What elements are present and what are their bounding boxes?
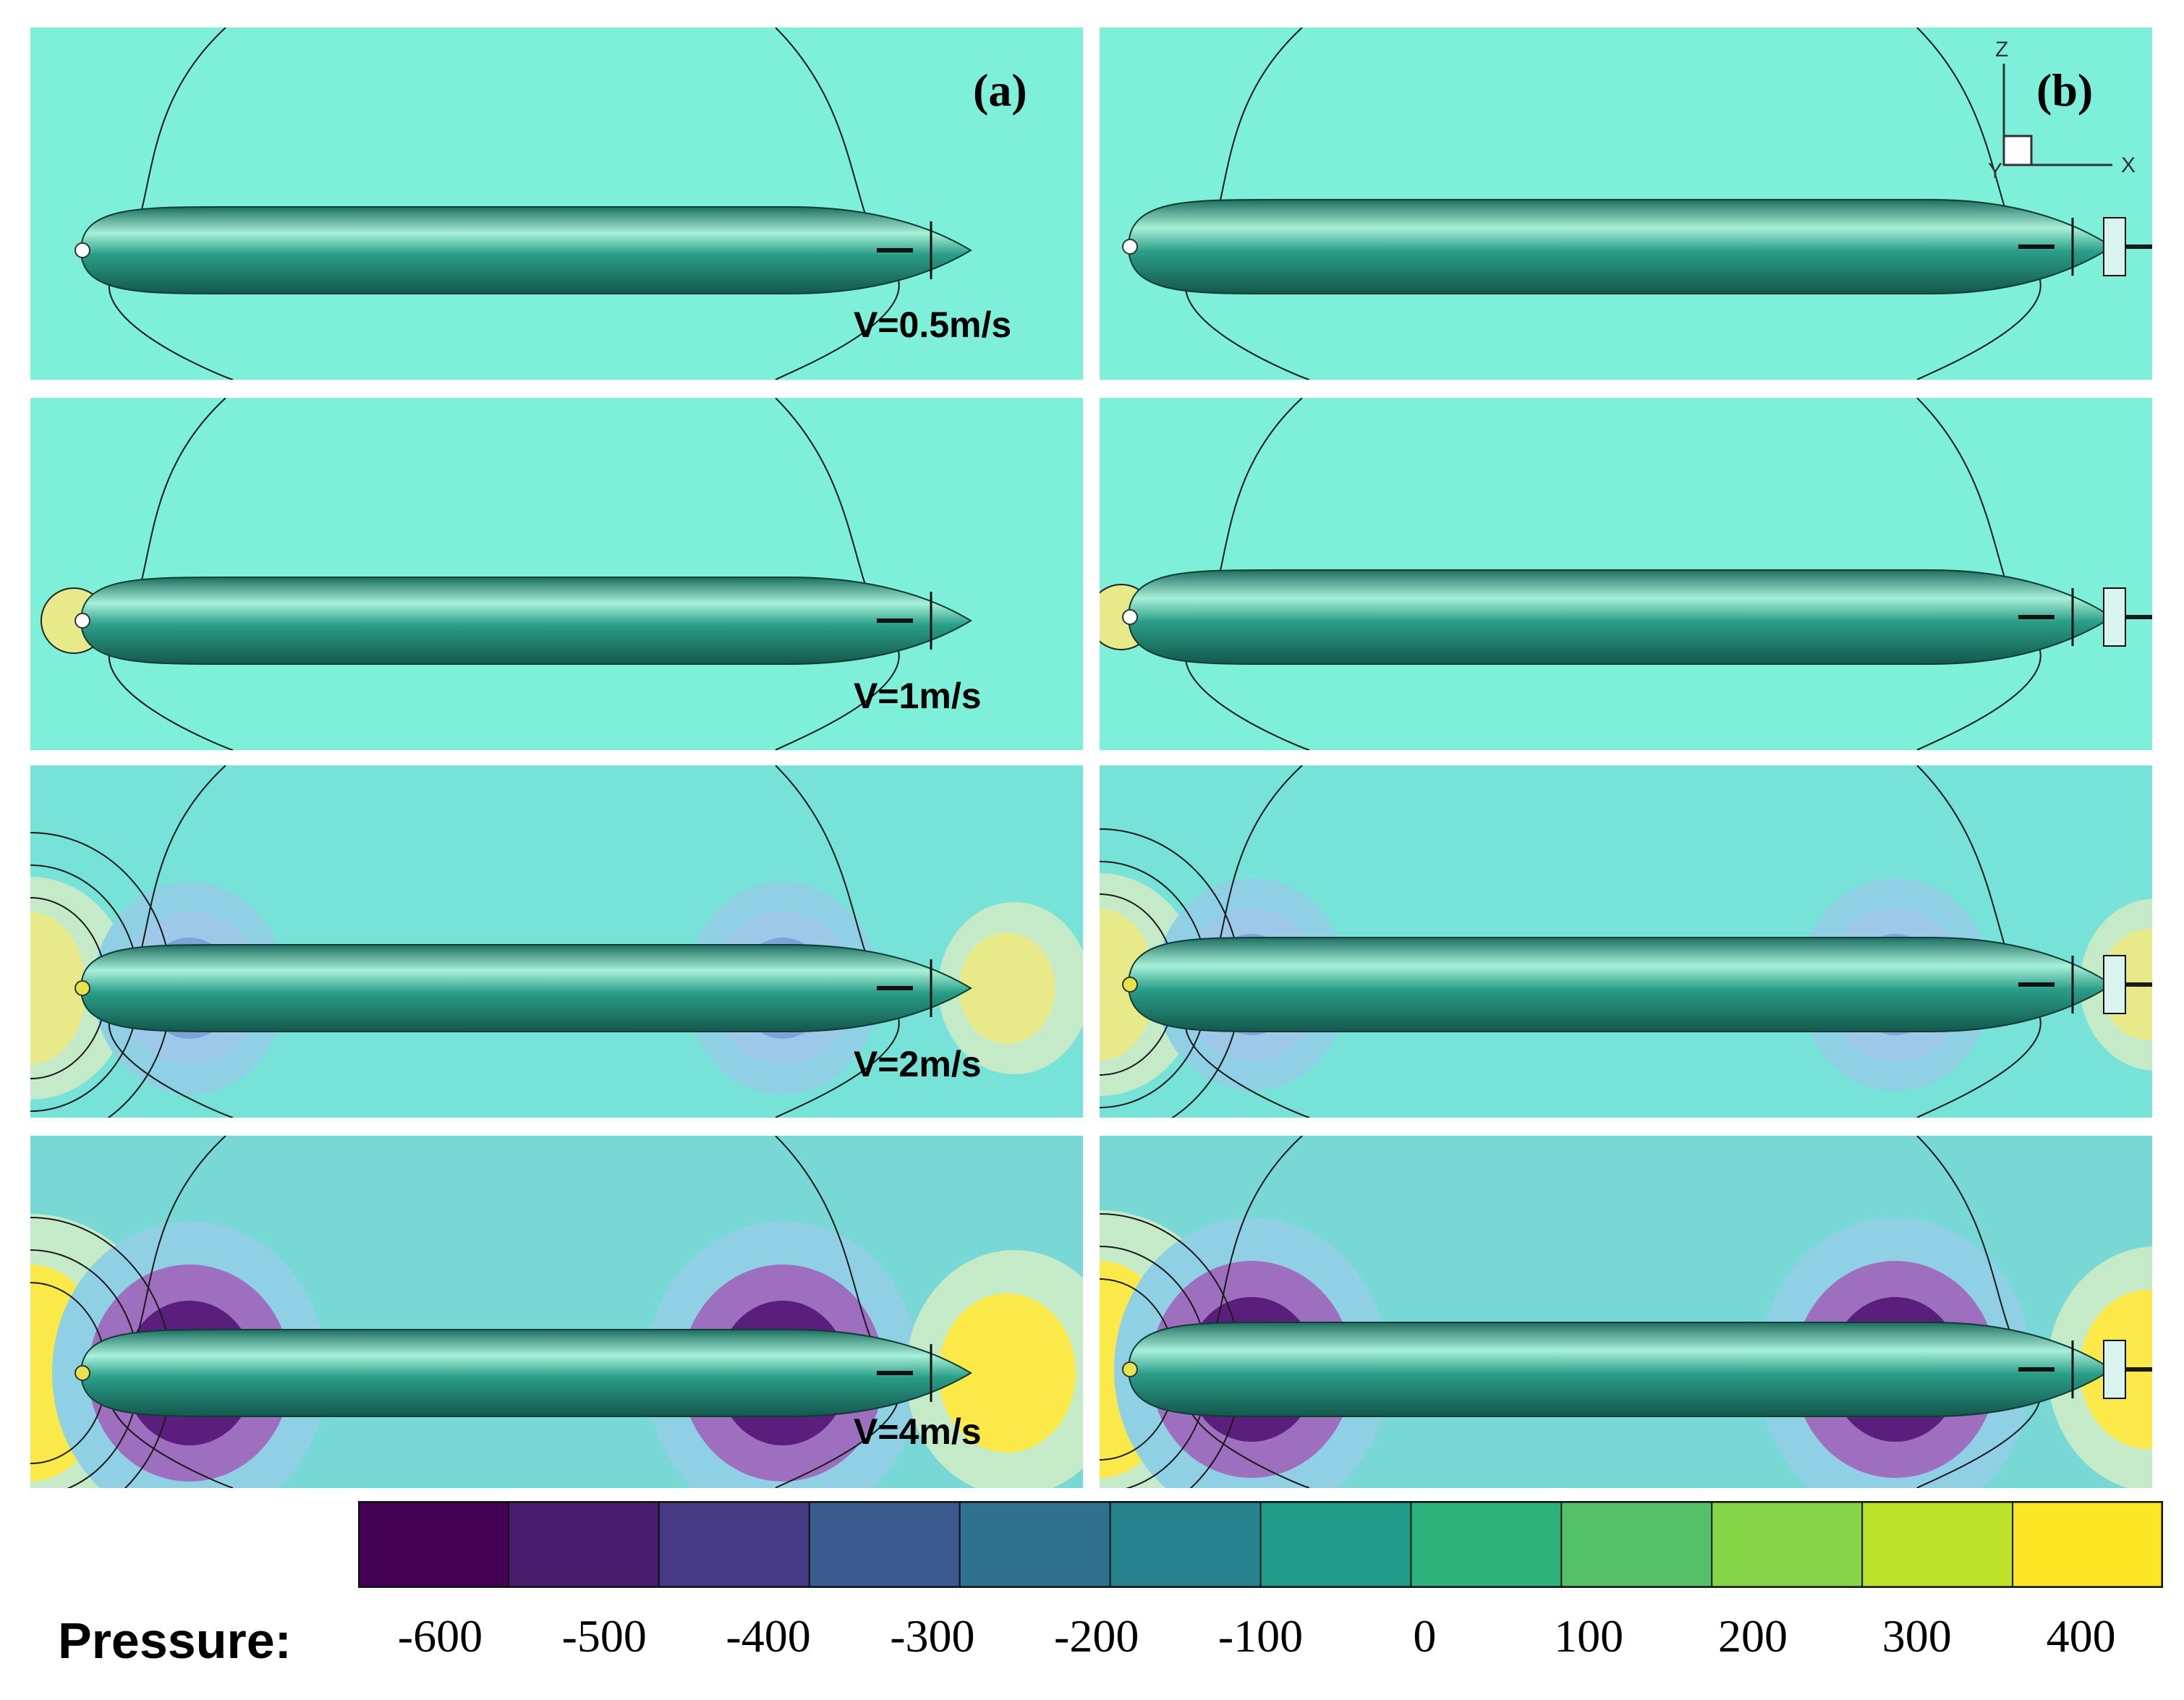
colorbar-tick-7: 100 xyxy=(1554,1610,1624,1662)
colorbar-tick-5: -100 xyxy=(1218,1610,1304,1662)
colorbar-cell-0 xyxy=(358,1501,509,1588)
ambient-field xyxy=(30,27,1083,380)
speed-label-3: V=2m/s xyxy=(854,1044,982,1084)
auv-hull xyxy=(80,1329,972,1417)
panel-b-row3 xyxy=(1100,765,2152,1118)
pressure-colorbar xyxy=(358,1501,2163,1588)
colorbar-ticks: -600 -500 -400 -300 -200 -100 0 100 200 300 400 xyxy=(0,1610,2184,1675)
colorbar-cell-10 xyxy=(1862,1501,2014,1588)
axis-label-z: Z xyxy=(1995,38,2008,61)
nose-tip xyxy=(75,980,90,996)
nose-tip xyxy=(1122,1361,1138,1377)
colorbar-cell-6 xyxy=(1260,1501,1412,1588)
nose-tip xyxy=(75,1365,90,1381)
panel-a-row2 xyxy=(30,398,1083,750)
auv-hull xyxy=(1127,199,2114,294)
axis-label-x: X xyxy=(2121,153,2136,177)
colorbar-tick-4: -200 xyxy=(1054,1610,1139,1662)
panel-b-row1 xyxy=(1100,27,2152,380)
colorbar-cell-2 xyxy=(658,1501,810,1588)
nose-tip xyxy=(75,613,90,629)
colorbar-label: Pressure: xyxy=(58,1612,292,1669)
stern-high-pressure xyxy=(959,932,1055,1044)
colorbar-cell-4 xyxy=(959,1501,1111,1588)
nose-tip xyxy=(75,242,90,258)
ambient-field xyxy=(30,398,1083,750)
panel-a-row3 xyxy=(30,765,1083,1118)
nose-tip xyxy=(1122,239,1138,255)
panel-b-row2 xyxy=(1100,398,2152,750)
nose-tip xyxy=(1122,977,1138,993)
nose-high-pressure xyxy=(30,912,86,1064)
colorbar-tick-8: 200 xyxy=(1717,1610,1788,1662)
panel-b-row4 xyxy=(1100,1136,2152,1488)
propeller xyxy=(2103,1340,2126,1399)
auv-hull xyxy=(80,577,972,665)
colorbar-tick-10: 400 xyxy=(2046,1610,2116,1662)
colorbar-cell-3 xyxy=(809,1501,961,1588)
colorbar-cell-9 xyxy=(1712,1501,1864,1588)
panel-a-row4 xyxy=(30,1136,1083,1488)
colorbar-cell-11 xyxy=(2013,1501,2163,1588)
stern-high-pressure xyxy=(938,1293,1076,1453)
propeller xyxy=(2103,587,2126,647)
colorbar-cell-5 xyxy=(1110,1501,1262,1588)
speed-label-1: V=0.5m/s xyxy=(854,305,1012,345)
auv-hull xyxy=(80,206,972,294)
axis-label-y: Y xyxy=(1988,159,2002,179)
colorbar-tick-9: 300 xyxy=(1882,1610,1952,1662)
colorbar-tick-3: -300 xyxy=(890,1610,975,1662)
colorbar-tick-2: -400 xyxy=(726,1610,811,1662)
colorbar-cell-7 xyxy=(1411,1501,1563,1588)
colorbar-tick-6: 0 xyxy=(1413,1610,1437,1662)
auv-hull xyxy=(1127,569,2114,665)
colorbar-cell-1 xyxy=(508,1501,660,1588)
nose-tip xyxy=(1122,609,1138,625)
colorbar-cell-8 xyxy=(1561,1501,1713,1588)
colorbar-frame xyxy=(358,1501,2163,1588)
panel-label-a: (a) xyxy=(973,64,1027,116)
axis-triad: Z X Y xyxy=(1988,38,2136,179)
auv-hull xyxy=(1127,937,2114,1032)
auv-hull xyxy=(80,944,972,1032)
speed-label-2: V=1m/s xyxy=(854,676,982,716)
panel-label-b: (b) xyxy=(2036,64,2094,116)
colorbar-tick-0: -600 xyxy=(397,1610,483,1662)
propeller xyxy=(2103,955,2126,1014)
panel-a-row1 xyxy=(30,27,1083,380)
speed-label-4: V=4m/s xyxy=(854,1411,982,1452)
propeller xyxy=(2103,217,2126,276)
colorbar-tick-1: -500 xyxy=(561,1610,647,1662)
auv-hull xyxy=(1127,1322,2114,1417)
